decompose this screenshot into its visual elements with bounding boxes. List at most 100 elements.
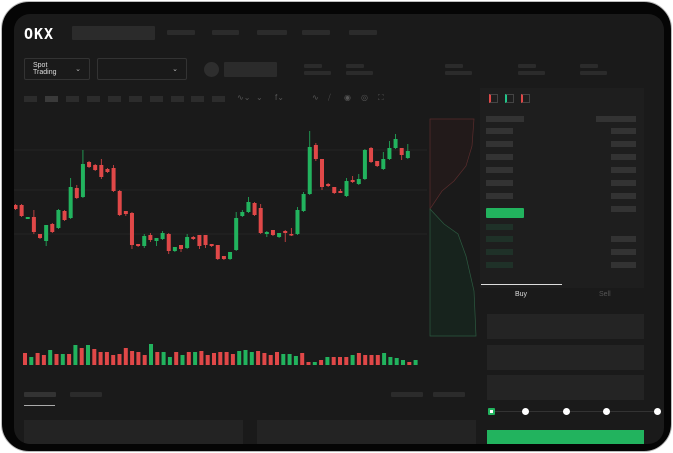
volume-bar [205,355,210,365]
nav-item[interactable] [302,30,330,35]
volume-bar [67,354,72,365]
ask-price [486,167,513,173]
stat-value [518,71,545,75]
candle-down [399,148,404,155]
nav-item[interactable] [167,30,195,35]
candle-down [270,230,275,235]
coin-avatar [204,62,219,77]
ask-amount [611,128,636,134]
volume-bar [123,348,128,365]
interval-button[interactable] [212,96,225,102]
ask-price [486,193,513,199]
candle-up [142,236,147,246]
interval-button[interactable] [150,96,163,102]
okx-logo[interactable]: OKX [24,25,55,43]
nav-item[interactable] [257,30,287,35]
nav-item[interactable] [349,30,377,35]
slider-node-100[interactable] [654,408,661,415]
volume-bar [306,362,311,365]
volume-bar [382,353,387,365]
volume-bar [388,357,393,365]
interval-button[interactable] [87,96,100,102]
candle-up [277,233,282,237]
bid-price [486,249,513,255]
slider-handle[interactable] [488,408,495,415]
candle-down [148,235,153,240]
volume-bar [312,362,317,365]
fx-icon[interactable]: f⌄ [275,93,284,102]
ask-amount [611,193,636,199]
candle-up [387,148,392,159]
camera-icon[interactable]: ◉ [344,93,351,102]
volume-bar [98,352,103,365]
buy-button[interactable] [487,430,644,444]
interval-button[interactable] [108,96,121,102]
search-bar[interactable] [72,26,155,40]
candle-up [301,194,306,211]
candle-up [56,210,61,228]
total-input[interactable] [487,375,644,400]
price-input[interactable] [487,314,644,339]
slider-node-75[interactable] [603,408,610,415]
candle-up [295,210,300,234]
trading-mode-dropdown[interactable]: Spot Trading ⌄ [24,58,90,80]
tab-order-history[interactable] [70,392,102,397]
volume-bar [230,354,235,365]
interval-button[interactable] [66,96,79,102]
candle-up [160,233,165,239]
volume-bar [331,357,336,365]
interval-button[interactable] [129,96,142,102]
interval-button[interactable] [191,96,204,102]
filter-button[interactable] [433,392,465,397]
volume-bar [117,354,122,365]
candle-down [129,213,134,245]
candle-down [191,237,196,239]
indicator-icon[interactable]: ∿⌄ [237,93,251,102]
amount-slider-track[interactable] [492,411,657,412]
settings-icon[interactable]: ◎ [361,93,368,102]
volume-bar [287,354,292,365]
candle-up [185,237,190,248]
chart-type-icon[interactable]: ⌄ [256,93,263,102]
orderbook-buy-icon[interactable] [505,94,514,103]
volume-bar [281,354,286,365]
slider-node-50[interactable] [563,408,570,415]
nav-item[interactable] [212,30,239,35]
orderbook-both-icon[interactable] [489,94,498,103]
volume-bar [394,358,399,365]
filter-button[interactable] [391,392,423,397]
candle-down [38,234,43,238]
interval-button[interactable] [24,96,37,102]
volume-bar [369,355,374,365]
volume-bar [356,353,361,365]
volume-bar [155,352,160,365]
volume-bar [268,355,273,365]
pair-dropdown[interactable]: ⌄ [97,58,187,80]
candle-down [203,235,208,245]
volume-bar [212,353,216,365]
interval-button[interactable] [45,96,58,102]
tab-open-orders[interactable] [24,392,56,397]
draw-line-icon[interactable]: ∿ [312,93,319,102]
ask-price [486,154,513,160]
volume-bar [350,355,355,365]
volume-bar [111,355,116,365]
orderbook-sell-icon[interactable] [521,94,530,103]
fullscreen-icon[interactable]: ⛶ [378,93,384,102]
slider-node-25[interactable] [522,408,529,415]
candle-down [221,256,226,259]
candle-down [62,211,67,220]
volume-bar [256,351,261,365]
amount-input[interactable] [487,345,644,370]
bid-amount [611,236,636,242]
ruler-icon[interactable]: ⧸ [328,93,331,102]
volume-bar [136,352,141,365]
volume-bar [60,354,65,365]
interval-button[interactable] [171,96,184,102]
volume-bar [363,355,368,365]
candlestick-chart[interactable] [14,106,484,376]
ask-amount [611,141,636,147]
tab-buy[interactable]: Buy [515,291,528,298]
tab-sell[interactable]: Sell [599,291,611,298]
